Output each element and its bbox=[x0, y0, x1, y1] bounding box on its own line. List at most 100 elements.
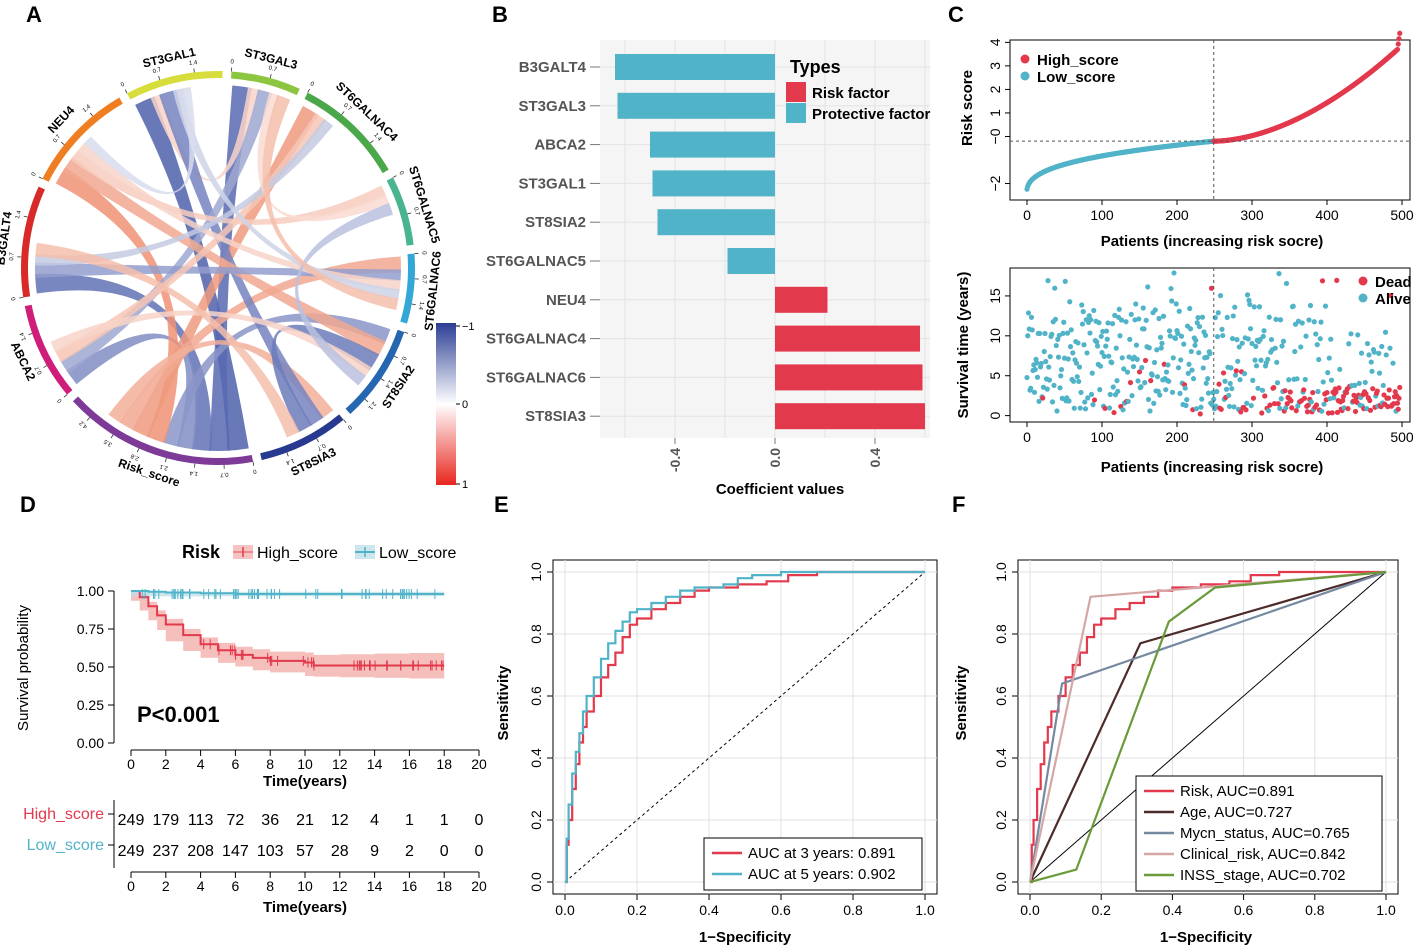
sector-tick bbox=[370, 140, 374, 144]
dead-point bbox=[1334, 277, 1340, 283]
alive-point bbox=[1279, 343, 1285, 349]
alive-point bbox=[1034, 360, 1040, 366]
sector-tick-label: 1.4 bbox=[19, 331, 28, 341]
panel-c-risk-score-plot: 0 100 200 300 400 500 −2 −0 1 2 3 4 Risk score Pati… bbox=[959, 30, 1414, 250]
table-row-label: Low_score bbox=[27, 837, 104, 854]
alive-point bbox=[1195, 315, 1201, 321]
alive-point bbox=[1091, 307, 1097, 314]
alive-point bbox=[1034, 374, 1041, 380]
dead-point bbox=[1284, 401, 1290, 407]
alive-point bbox=[1239, 340, 1245, 346]
y-tick-label: 4 bbox=[987, 38, 1003, 46]
table-x-tick-label: 2 bbox=[162, 878, 170, 894]
table-cell: 21 bbox=[296, 812, 314, 829]
alive-point bbox=[1142, 380, 1148, 386]
legend-label-dead: Dead bbox=[1375, 274, 1412, 291]
legend-label-2: Mycn_status, AUC=0.765 bbox=[1180, 825, 1350, 842]
alive-point bbox=[1199, 314, 1206, 320]
alive-point bbox=[1294, 376, 1300, 382]
sector-arc-b3galt4 bbox=[20, 186, 45, 298]
dead-point bbox=[1333, 389, 1339, 395]
bars bbox=[615, 54, 925, 430]
x-tick-label: 0.2 bbox=[1091, 902, 1111, 918]
alive-point bbox=[1167, 333, 1173, 339]
x-tick-label: 200 bbox=[1165, 429, 1189, 445]
sector-label-st6galnac6: ST6GALNAC6 bbox=[422, 250, 444, 331]
alive-point bbox=[1222, 378, 1228, 384]
alive-point bbox=[1277, 317, 1284, 323]
alive-point bbox=[1325, 370, 1331, 376]
sector-tick-label: 0.7 bbox=[34, 364, 44, 375]
alive-point bbox=[1265, 408, 1272, 414]
alive-point bbox=[1204, 354, 1210, 360]
roc-curve-2 bbox=[1028, 570, 1387, 883]
x-tick-label: 0.4 bbox=[1163, 902, 1183, 918]
alive-point bbox=[1244, 292, 1251, 298]
y-tick-label: 1 bbox=[987, 109, 1003, 117]
x-tick-label: 400 bbox=[1315, 207, 1339, 223]
alive-point bbox=[1134, 356, 1140, 362]
dead-point bbox=[1289, 405, 1295, 411]
p-value-annotation: P<0.001 bbox=[137, 702, 220, 727]
roc-plot: 0.0 0.0 0.2 0.2 0.4 0.4 0.6 0.6 0.8 0.8 1.0 1.0 Risk… bbox=[993, 559, 1399, 918]
sector-tick bbox=[86, 417, 90, 421]
alive-point bbox=[1065, 356, 1071, 362]
alive-point bbox=[1082, 406, 1089, 412]
dead-point bbox=[1250, 395, 1257, 401]
alive-point bbox=[1097, 387, 1103, 393]
x-tick-label: 16 bbox=[402, 756, 418, 772]
alive-point bbox=[1151, 400, 1157, 406]
alive-point bbox=[1358, 350, 1365, 356]
chord-link bbox=[60, 89, 273, 374]
alive-point bbox=[1356, 380, 1362, 386]
alive-point bbox=[1088, 391, 1095, 398]
alive-point bbox=[1190, 376, 1197, 382]
x-tick-label: 0.4 bbox=[699, 902, 719, 918]
category-label: ABCA2 bbox=[534, 137, 586, 154]
sector-tick-label: 0.7 bbox=[315, 442, 326, 452]
category-label: ST8SIA3 bbox=[525, 408, 586, 425]
sector-tick-label: 0.7 bbox=[412, 207, 420, 217]
alive-point bbox=[1227, 380, 1233, 387]
alive-point bbox=[1085, 395, 1091, 401]
panel-letter-b: B bbox=[492, 2, 508, 27]
alive-point bbox=[1314, 342, 1320, 348]
legend-label-alive: Alive bbox=[1375, 291, 1411, 308]
alive-point bbox=[1046, 364, 1052, 370]
y-tick-label: 0.6 bbox=[528, 686, 544, 706]
alive-point bbox=[1028, 314, 1035, 320]
alive-point bbox=[1163, 387, 1169, 393]
legend-label-1: AUC at 5 years: 0.902 bbox=[748, 866, 896, 883]
sector-tick bbox=[124, 89, 128, 94]
alive-point bbox=[1237, 377, 1243, 383]
alive-point bbox=[1170, 355, 1176, 361]
alive-point bbox=[1165, 362, 1171, 368]
category-label: ST8SIA2 bbox=[525, 214, 586, 231]
axes: 0 100 200 300 400 500 −2 −0 1 2 3 4 bbox=[987, 38, 1414, 223]
dead-point bbox=[1040, 395, 1046, 401]
axes: 0 100 200 300 400 500 0 5 10 15 bbox=[987, 268, 1414, 445]
dead-point bbox=[1324, 389, 1330, 396]
alive-point bbox=[1193, 406, 1200, 412]
dead-point bbox=[1304, 409, 1311, 415]
dead-point bbox=[1345, 406, 1351, 412]
alive-point bbox=[1096, 320, 1102, 326]
alive-point bbox=[1068, 327, 1074, 333]
legend-label-risk: Risk factor bbox=[812, 85, 890, 102]
sector-tick-label: 0 bbox=[409, 332, 416, 338]
sector-tick-label: 1.4 bbox=[82, 104, 93, 114]
alive-point bbox=[1383, 352, 1389, 358]
alive-point bbox=[1246, 297, 1252, 303]
alive-point bbox=[1277, 405, 1283, 411]
sector-tick-label: 0 bbox=[230, 59, 234, 65]
category-label: ST6GALNAC5 bbox=[486, 253, 586, 270]
y-tick-label: 1.0 bbox=[993, 562, 1009, 582]
alive-point bbox=[1259, 387, 1266, 393]
table-cell: 0 bbox=[475, 812, 484, 829]
alive-point bbox=[1031, 389, 1038, 395]
dead-point bbox=[1310, 389, 1316, 396]
sector-tick-label: 0 bbox=[11, 296, 18, 301]
alive-point bbox=[1316, 356, 1322, 363]
table-cell: 208 bbox=[187, 843, 214, 860]
sector-label-st8sia3: ST8SIA3 bbox=[288, 445, 338, 479]
